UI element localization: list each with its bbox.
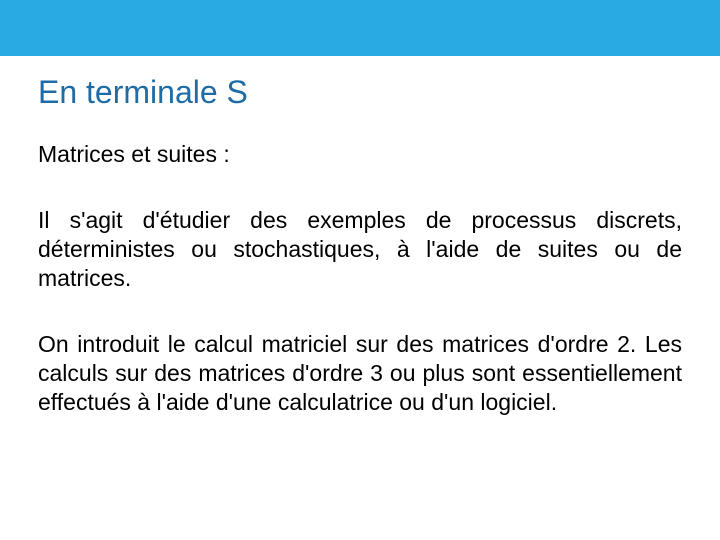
top-accent-bar <box>0 0 720 56</box>
slide-title: En terminale S <box>38 74 682 111</box>
slide-content: En terminale S Matrices et suites : Il s… <box>0 56 720 417</box>
slide-paragraph-1: Il s'agit d'étudier des exemples de proc… <box>38 206 682 292</box>
slide-subtitle: Matrices et suites : <box>38 141 682 168</box>
slide-paragraph-2: On introduit le calcul matriciel sur des… <box>38 330 682 416</box>
